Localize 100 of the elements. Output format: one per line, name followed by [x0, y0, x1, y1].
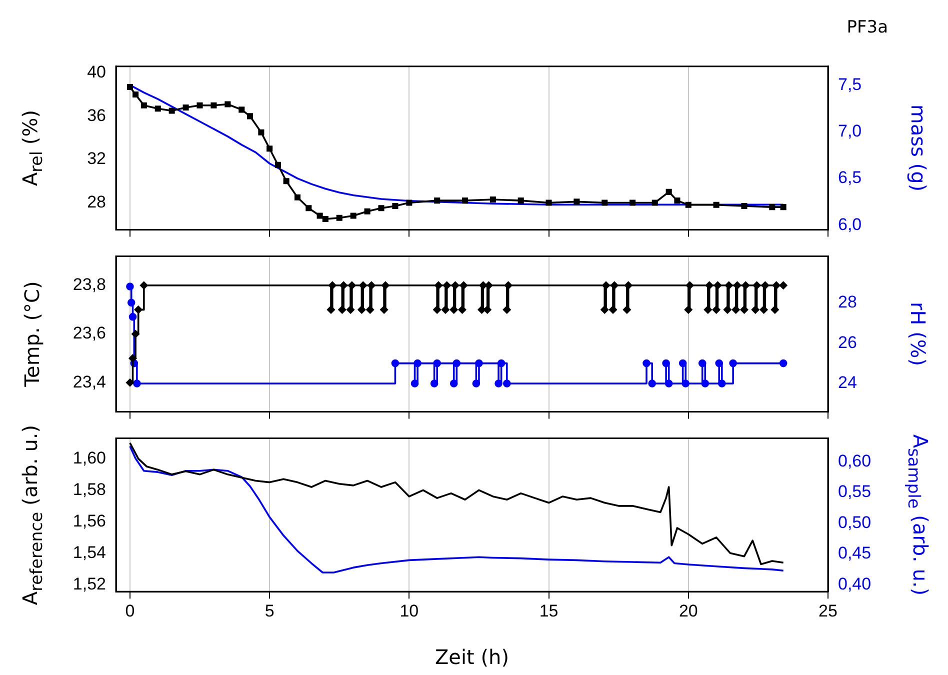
- point: [126, 378, 134, 387]
- point: [451, 281, 460, 290]
- point: [752, 281, 761, 290]
- point: [779, 281, 788, 290]
- point: [128, 354, 137, 362]
- point: [772, 281, 780, 290]
- point: [602, 281, 610, 290]
- y2-tick-label: 0,45: [838, 544, 872, 563]
- point: [664, 380, 673, 388]
- point: [546, 200, 552, 206]
- point: [224, 101, 231, 108]
- point: [322, 216, 328, 222]
- point: [378, 205, 384, 212]
- point: [503, 380, 511, 388]
- point: [686, 281, 694, 290]
- point: [452, 359, 461, 368]
- x-tick-label: 10: [400, 601, 419, 620]
- point: [462, 198, 468, 204]
- point: [724, 281, 733, 290]
- point: [740, 306, 748, 314]
- point: [780, 204, 786, 210]
- point: [433, 359, 441, 368]
- point: [769, 204, 776, 210]
- point: [771, 306, 779, 314]
- point: [126, 282, 134, 290]
- point: [630, 200, 636, 206]
- point: [358, 306, 366, 314]
- point: [684, 306, 692, 314]
- point: [682, 380, 690, 388]
- point: [503, 306, 511, 314]
- point: [450, 380, 458, 388]
- point: [752, 306, 760, 314]
- point: [705, 281, 714, 290]
- point: [414, 359, 422, 368]
- point: [648, 380, 656, 388]
- y2-tick-label: 0,40: [838, 574, 872, 594]
- point: [724, 306, 732, 314]
- x-tick-label: 20: [678, 601, 698, 620]
- point: [336, 214, 342, 221]
- y-tick-label: 23,4: [72, 372, 106, 392]
- y2-tick-label: 6,5: [838, 168, 862, 188]
- point: [701, 380, 710, 388]
- point: [713, 202, 720, 208]
- y2-axis-title: mass (g): [906, 104, 930, 192]
- point: [779, 359, 788, 368]
- point: [610, 281, 618, 290]
- point: [368, 281, 376, 290]
- point: [140, 102, 147, 108]
- y-tick-label: 28: [87, 192, 106, 212]
- point: [741, 202, 748, 210]
- point: [623, 306, 631, 314]
- point: [359, 281, 368, 290]
- point: [442, 281, 451, 290]
- point: [450, 306, 458, 314]
- point: [366, 306, 374, 314]
- point: [430, 380, 438, 388]
- point: [127, 298, 136, 307]
- y-tick-label: 32: [87, 149, 106, 168]
- point: [460, 281, 468, 290]
- y-axis-title: Temp. (°C): [20, 281, 44, 387]
- point: [504, 281, 512, 290]
- point: [624, 281, 632, 290]
- point: [478, 306, 486, 314]
- point: [306, 205, 312, 212]
- point: [733, 281, 742, 290]
- point: [340, 281, 348, 290]
- y-tick-label: 40: [87, 62, 106, 82]
- point: [182, 104, 189, 111]
- point: [761, 281, 770, 290]
- point: [348, 281, 356, 290]
- y-tick-label: 23,6: [72, 324, 106, 343]
- point: [168, 108, 175, 114]
- point: [266, 146, 273, 152]
- point: [294, 194, 301, 200]
- point: [132, 330, 140, 338]
- y2-tick-label: 0,50: [838, 512, 872, 532]
- point: [497, 359, 506, 368]
- text: PF3a: [846, 18, 888, 38]
- y-tick-label: 1,60: [72, 448, 106, 468]
- x-tick-label: 15: [539, 601, 558, 620]
- point: [274, 162, 281, 168]
- point: [196, 102, 203, 108]
- point: [126, 84, 133, 90]
- point: [518, 198, 524, 204]
- point: [574, 198, 580, 205]
- y2-tick-label: 7,5: [838, 74, 862, 94]
- point: [128, 312, 137, 321]
- point: [140, 281, 148, 290]
- point: [154, 106, 161, 112]
- point: [472, 380, 480, 388]
- point: [494, 380, 502, 388]
- point: [475, 359, 483, 368]
- point: [380, 306, 388, 314]
- point: [490, 196, 496, 203]
- point: [258, 129, 264, 136]
- point: [283, 178, 290, 184]
- point: [704, 306, 712, 314]
- point: [729, 359, 737, 368]
- point: [338, 306, 346, 314]
- point: [133, 380, 141, 388]
